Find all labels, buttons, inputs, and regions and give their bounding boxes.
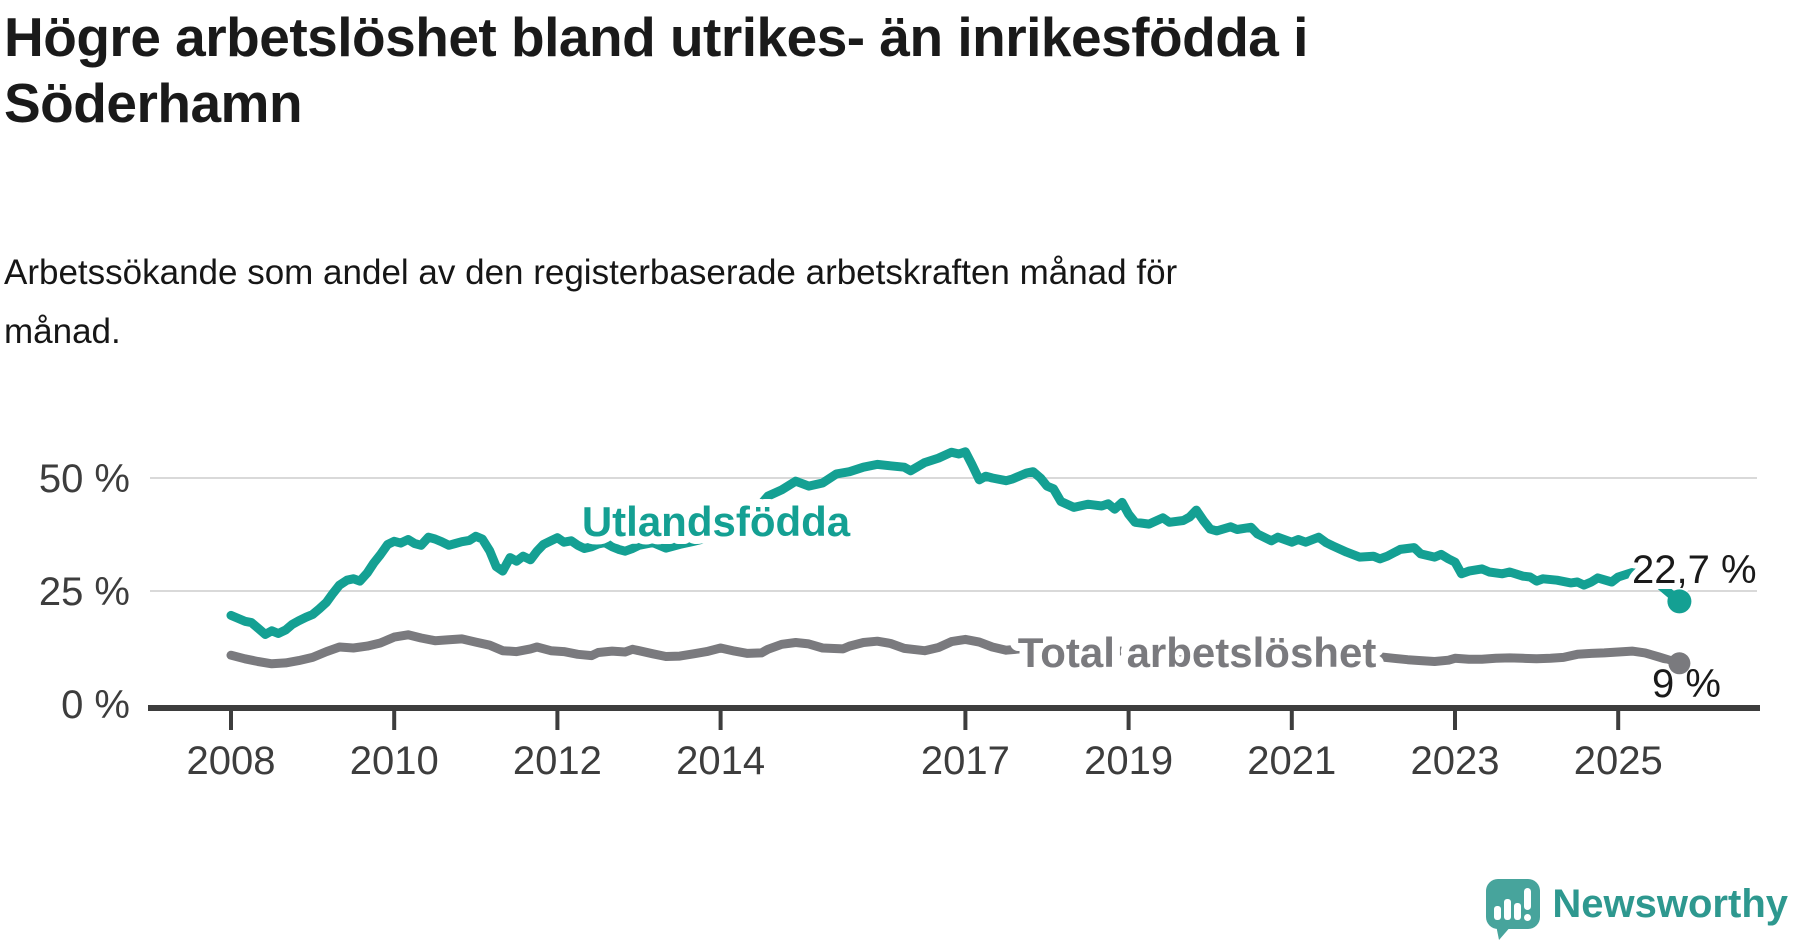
chart-subtitle-line-2: månad.: [4, 312, 121, 351]
chart-title: Högre arbetslöshet bland utrikes- än inr…: [4, 4, 1308, 136]
x-axis-tick-label: 2023: [1411, 739, 1500, 783]
x-axis-tick-label: 2019: [1084, 739, 1173, 783]
y-axis-tick-label: 0 %: [61, 683, 130, 727]
y-axis-tick-label: 50 %: [39, 457, 130, 501]
y-axis-labels: 0 % 25 % 50 %: [39, 457, 130, 727]
x-axis-tick-label: 2010: [350, 739, 439, 783]
y-axis-tick-label: 25 %: [39, 570, 130, 614]
x-axis-tick-label: 2017: [921, 739, 1010, 783]
x-axis-tick-label: 2025: [1574, 739, 1663, 783]
x-axis-ticks: 2008 2010 2012 2014 2017 2019 2021 2023 2025: [187, 711, 1663, 783]
x-axis-tick-label: 2008: [187, 739, 276, 783]
x-axis-tick-label: 2021: [1247, 739, 1336, 783]
gridlines: [150, 477, 1757, 592]
foreign-born-end-dot: [1667, 589, 1692, 614]
chart-subtitle-line-1: Arbetssökande som andel av den registerb…: [4, 253, 1178, 292]
newsworthy-branding: Newsworthy: [1486, 879, 1788, 941]
x-axis-tick-label: 2014: [676, 739, 765, 783]
x-axis-tick-label: 2012: [513, 739, 602, 783]
chart-title-line-1: Högre arbetslöshet bland utrikes- än inr…: [4, 6, 1308, 68]
total-end-value-label: 9 %: [1652, 662, 1721, 706]
newsworthy-logo-icon: [1486, 879, 1541, 940]
foreign-born-line: [226, 447, 1684, 639]
foreign-born-series-label: Utlandsfödda: [582, 498, 851, 545]
foreign-born-end-value-label: 22,7 %: [1632, 548, 1757, 592]
total-unemployment-line: [226, 630, 1684, 669]
total-series-label: Total arbetslöshet: [1018, 629, 1377, 676]
chart-title-line-2: Söderhamn: [4, 72, 303, 134]
chart-subtitle: Arbetssökande som andel av den registerb…: [4, 243, 1177, 361]
total-end-dot: [1668, 652, 1691, 675]
newsworthy-brand-name: Newsworthy: [1552, 882, 1788, 926]
